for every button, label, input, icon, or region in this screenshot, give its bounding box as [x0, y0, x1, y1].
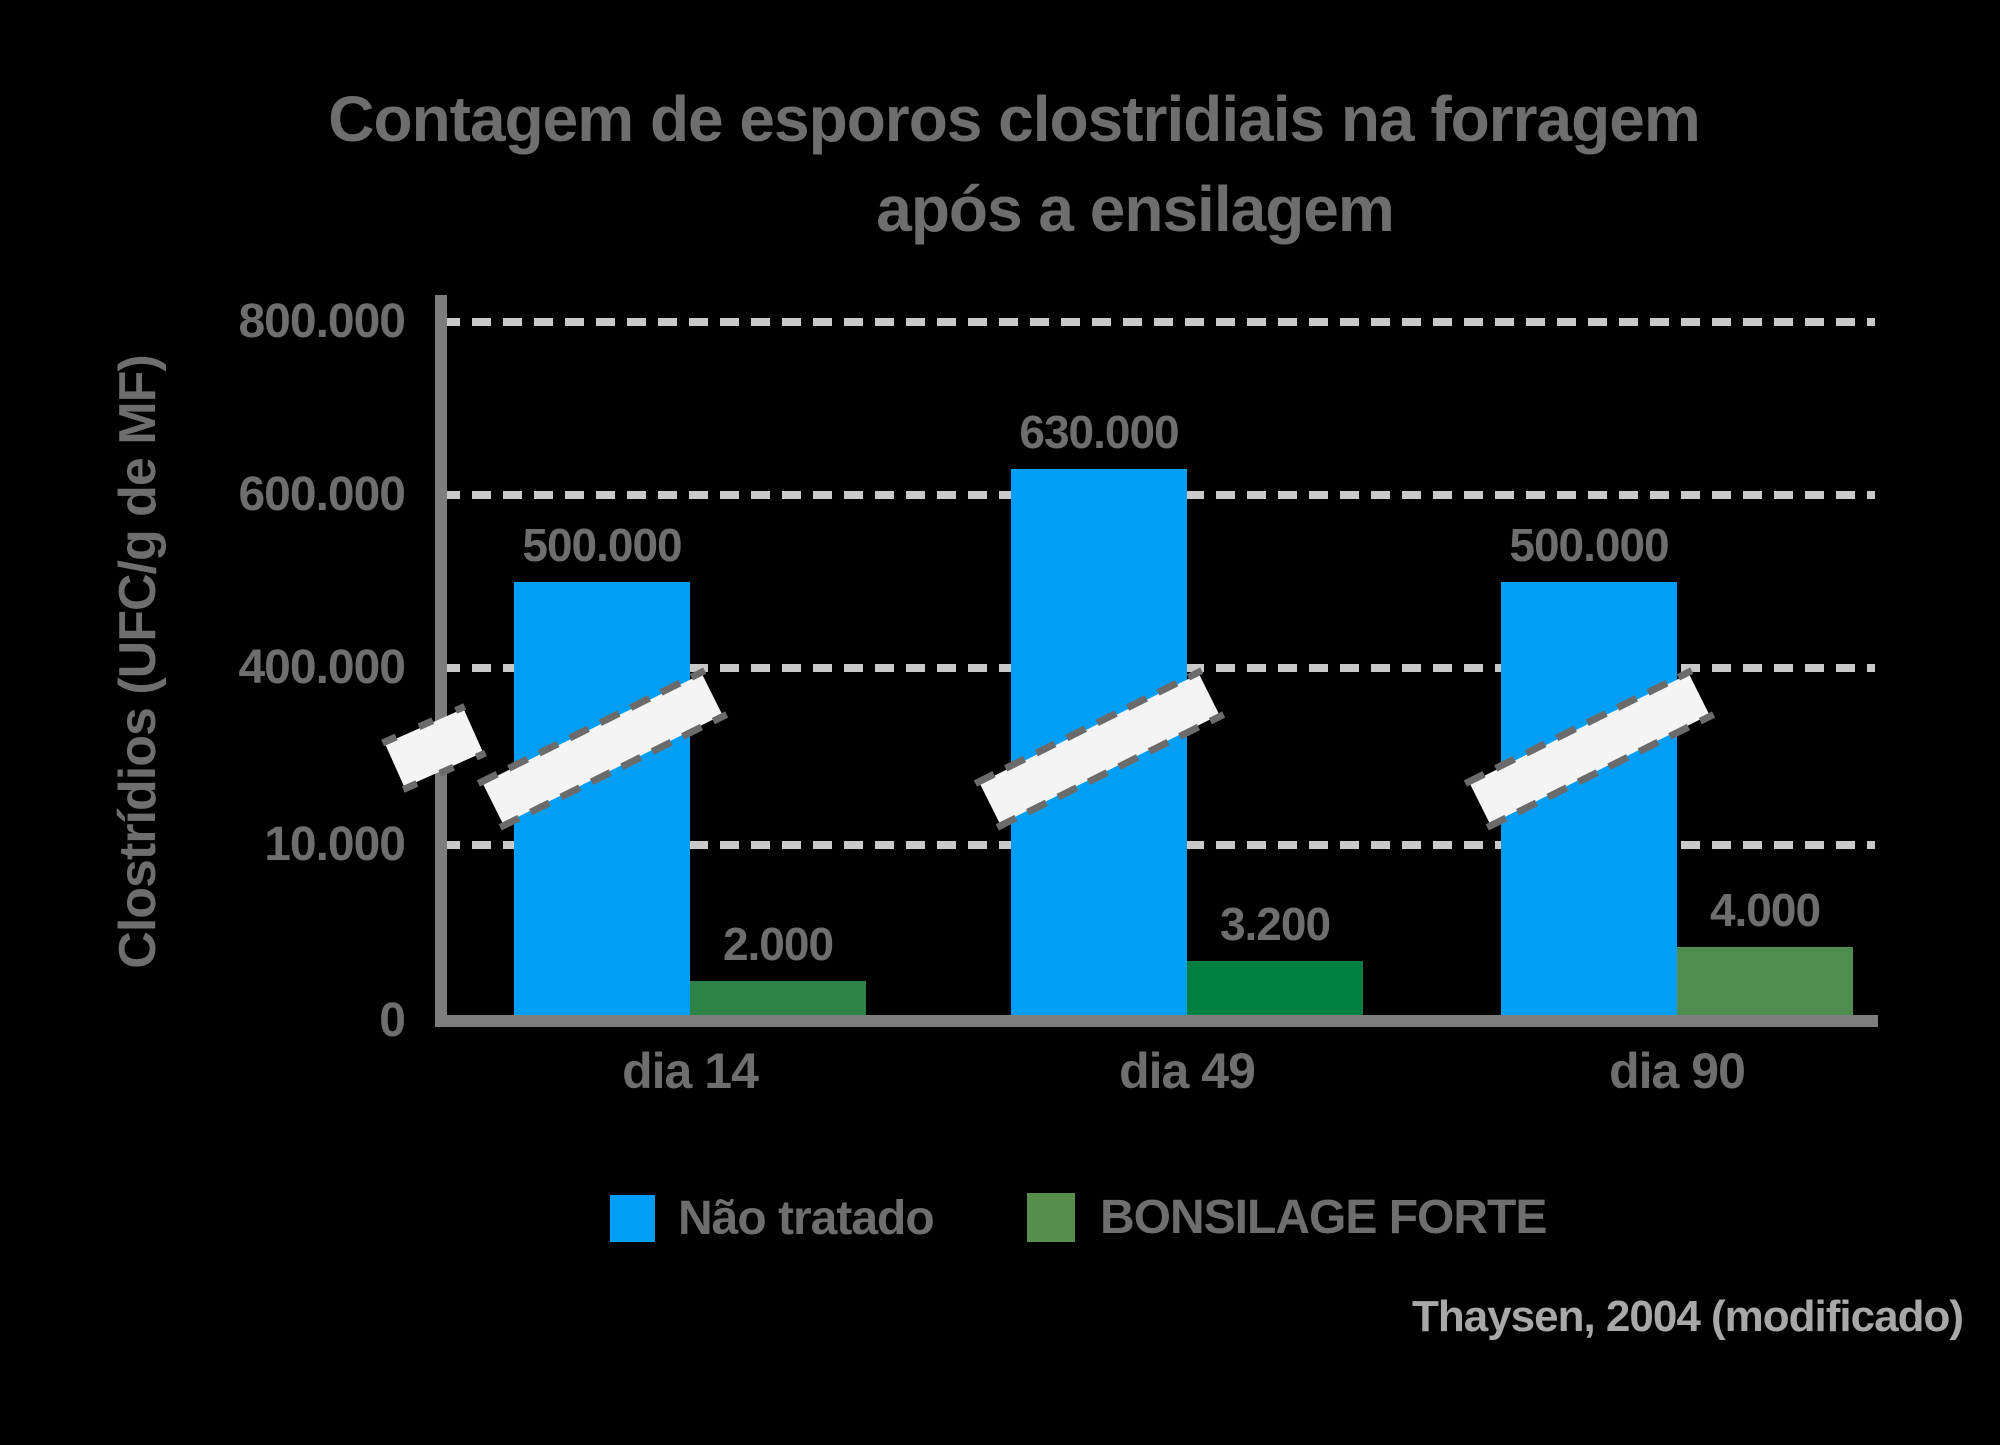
y-tick-400.000: 400.000: [238, 641, 406, 694]
chart-title-line1: Contagem de esporos clostridiais na forr…: [328, 83, 1700, 155]
y-axis-break-marker: [381, 703, 487, 793]
x-tick-dia-14: dia 14: [622, 1043, 759, 1099]
x-tick-dia-90: dia 90: [1609, 1043, 1746, 1099]
source-citation: Thaysen, 2004 (modificado): [1411, 1292, 1964, 1341]
legend-label-bonsilage-forte: BONSILAGE FORTE: [1100, 1191, 1547, 1244]
value-label-bonsilage-forte-dia-14: 2.000: [722, 918, 834, 970]
legend-swatch-bonsilage-forte: [1027, 1193, 1075, 1242]
bar-bonsilage-forte-dia-14: [690, 981, 866, 1015]
y-tick-10.000: 10.000: [264, 818, 406, 871]
chart-title-line2: após a ensilagem: [876, 173, 1395, 245]
legend-swatch-nao-tratado: [610, 1195, 655, 1242]
value-label-nao-tratado-dia-49: 630.000: [1019, 406, 1179, 459]
y-tick-600.000: 600.000: [238, 468, 406, 521]
y-tick-800.000: 800.000: [238, 295, 406, 348]
y-axis-line: [435, 295, 447, 1027]
x-tick-dia-49: dia 49: [1119, 1043, 1256, 1099]
break-marker-dashed-edge: [381, 703, 467, 747]
value-label-nao-tratado-dia-14: 500.000: [522, 518, 682, 571]
y-tick-0: 0: [379, 994, 406, 1047]
gridline-800.000: [441, 318, 1875, 326]
value-label-bonsilage-forte-dia-49: 3.200: [1219, 897, 1331, 950]
value-label-bonsilage-forte-dia-90: 4.000: [1709, 884, 1821, 936]
x-axis-line: [435, 1015, 1878, 1027]
bar-bonsilage-forte-dia-90: [1677, 947, 1853, 1015]
legend-label-nao-tratado: Não tratado: [678, 1192, 935, 1245]
value-label-nao-tratado-dia-90: 500.000: [1509, 518, 1669, 571]
bar-bonsilage-forte-dia-49: [1187, 960, 1363, 1015]
